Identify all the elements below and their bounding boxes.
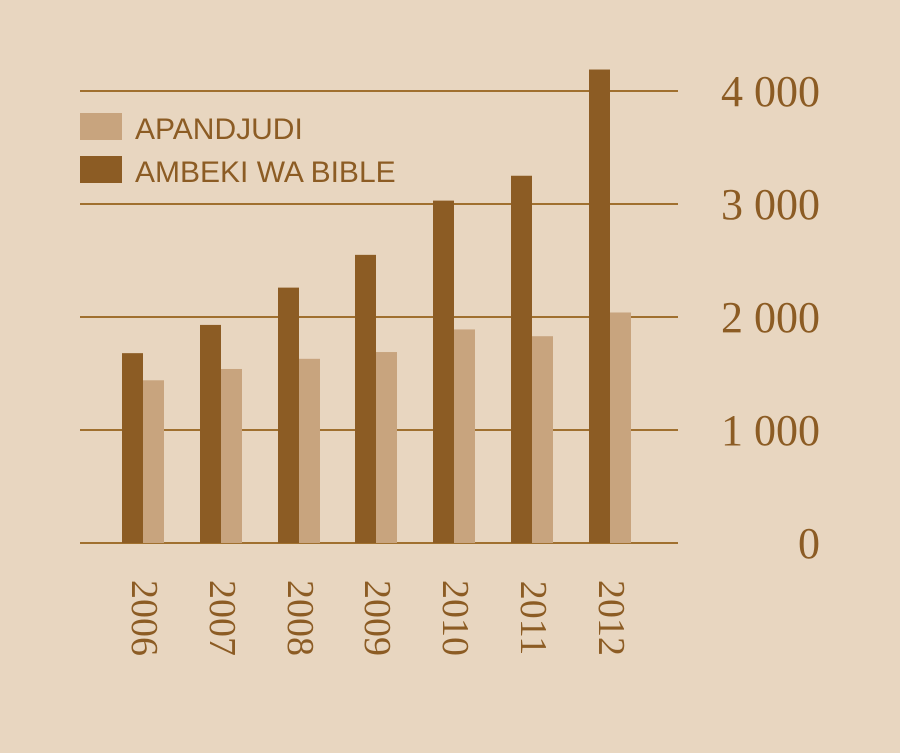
- bar-apandjudi-2010: [454, 329, 475, 543]
- bar-ambeki-wa-bible-2012: [589, 69, 610, 543]
- legend-swatch: [80, 156, 122, 183]
- legend-label: AMBEKI WA BIBLE: [135, 156, 396, 189]
- bar-ambeki-wa-bible-2006: [122, 353, 143, 543]
- bar-apandjudi-2012: [610, 312, 631, 543]
- bars: [122, 69, 631, 544]
- bar-ambeki-wa-bible-2009: [355, 254, 376, 543]
- bar-apandjudi-2011: [532, 336, 553, 543]
- legend: APANDJUDI AMBEKI WA BIBLE: [80, 113, 396, 189]
- gridlines: [80, 90, 678, 544]
- bar-apandjudi-2007: [221, 368, 242, 543]
- y-tick-labels: 0 1 000 2 000 3 000 4 000: [721, 67, 820, 568]
- y-tick-label: 1 000: [721, 406, 820, 455]
- x-tick-label: 2010: [434, 580, 476, 656]
- y-tick-label: 3 000: [721, 180, 820, 229]
- bar-apandjudi-2006: [143, 380, 164, 543]
- legend-swatch: [80, 113, 122, 140]
- legend-label: APANDJUDI: [135, 113, 303, 146]
- y-tick-label: 4 000: [721, 67, 820, 116]
- y-tick-label: 2 000: [721, 293, 820, 342]
- x-tick-label: 2009: [356, 580, 398, 656]
- x-tick-label: 2011: [512, 581, 554, 656]
- bar-ambeki-wa-bible-2010: [433, 200, 454, 544]
- y-tick-label: 0: [798, 519, 820, 568]
- bar-ambeki-wa-bible-2011: [511, 175, 532, 543]
- bar-ambeki-wa-bible-2008: [278, 287, 299, 543]
- x-tick-label: 2008: [279, 580, 321, 656]
- x-tick-label: 2012: [590, 580, 632, 656]
- x-tick-label: 2007: [201, 580, 243, 656]
- bar-ambeki-wa-bible-2007: [200, 324, 221, 543]
- bar-apandjudi-2009: [376, 352, 397, 543]
- x-tick-labels: 2006 2007 2008 2009 2010 2011 2012: [123, 580, 632, 656]
- x-tick-label: 2006: [123, 580, 165, 656]
- bar-apandjudi-2008: [299, 358, 320, 543]
